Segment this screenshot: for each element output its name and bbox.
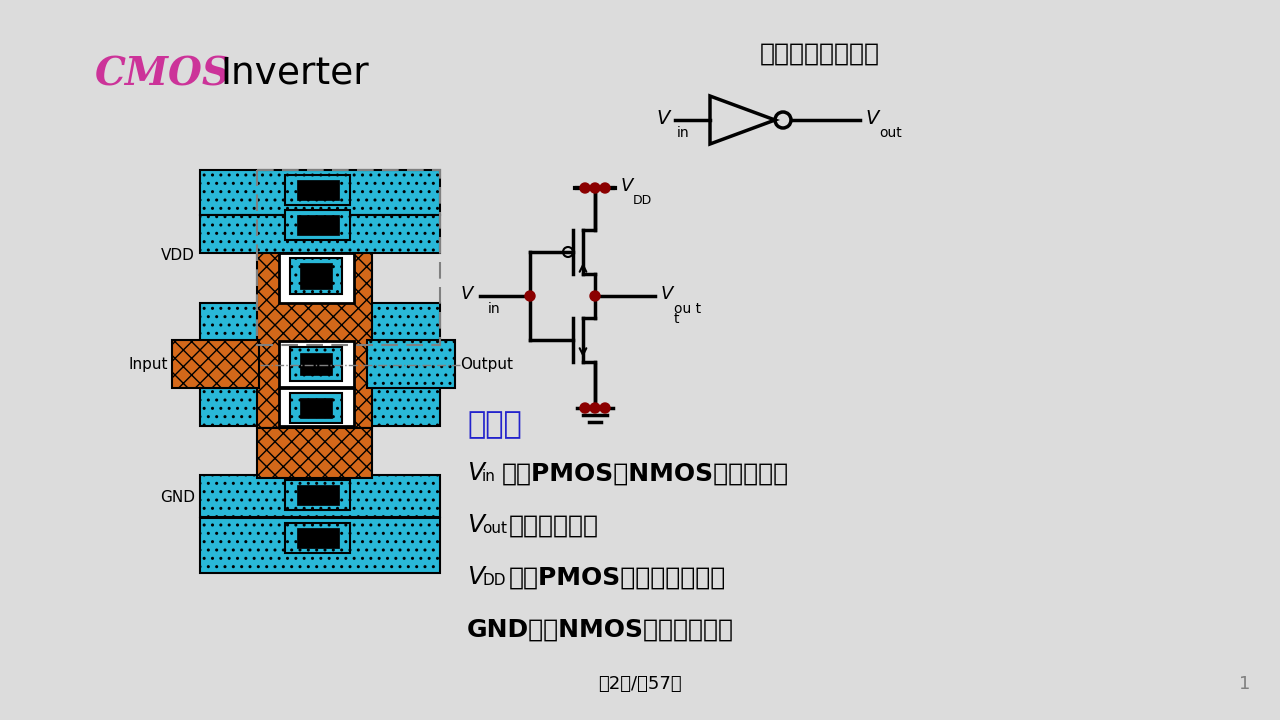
Circle shape — [590, 403, 600, 413]
Text: $V$: $V$ — [865, 110, 882, 128]
Text: GND作为NMOS的源极和体端: GND作为NMOS的源极和体端 — [467, 618, 733, 642]
Text: Output: Output — [460, 358, 513, 372]
Text: t: t — [675, 312, 680, 326]
Bar — [291, 258, 342, 294]
Text: in: in — [677, 126, 690, 140]
Text: $V$: $V$ — [655, 110, 672, 128]
Text: $V$: $V$ — [460, 285, 475, 303]
Bar — [300, 398, 332, 418]
Bar — [257, 253, 372, 428]
Bar — [200, 388, 440, 426]
Text: $V$: $V$ — [660, 285, 676, 303]
Bar — [291, 347, 342, 381]
Text: $V$: $V$ — [467, 462, 488, 485]
Bar — [172, 340, 259, 388]
Text: in: in — [483, 469, 495, 484]
Bar — [300, 263, 332, 289]
Bar — [200, 475, 440, 517]
Bar — [257, 428, 372, 478]
Text: out: out — [483, 521, 507, 536]
Text: $V$: $V$ — [467, 514, 488, 537]
Text: $V$: $V$ — [620, 177, 635, 195]
Bar — [297, 180, 339, 200]
Bar — [200, 518, 440, 573]
Text: DD: DD — [483, 573, 506, 588]
Text: DD: DD — [634, 194, 653, 207]
Text: 1: 1 — [1239, 675, 1251, 693]
Circle shape — [580, 403, 590, 413]
Text: 第2页/共57页: 第2页/共57页 — [598, 675, 682, 693]
Bar — [291, 393, 342, 423]
Bar — [297, 215, 339, 235]
Text: Input: Input — [128, 358, 168, 372]
Bar — [279, 341, 355, 387]
Bar — [279, 388, 355, 426]
Bar — [367, 340, 454, 388]
Bar — [279, 253, 355, 303]
Bar — [257, 170, 440, 345]
Circle shape — [600, 183, 611, 193]
Circle shape — [580, 183, 590, 193]
Bar — [200, 303, 440, 341]
Bar — [285, 175, 349, 205]
Text: 作为PMOS的源极和体端；: 作为PMOS的源极和体端； — [509, 566, 726, 590]
Text: 反相器的逻辑符号: 反相器的逻辑符号 — [760, 42, 881, 66]
Text: VDD: VDD — [161, 248, 195, 263]
Text: 特点：: 特点： — [467, 410, 522, 439]
Text: out: out — [879, 126, 901, 140]
Text: 作为PMOS和NMOS的共栅极；: 作为PMOS和NMOS的共栅极； — [502, 462, 790, 486]
Bar — [300, 353, 332, 375]
Circle shape — [590, 183, 600, 193]
Circle shape — [600, 403, 611, 413]
Text: CMOS: CMOS — [95, 55, 230, 93]
Text: $V$: $V$ — [467, 566, 488, 589]
Text: in: in — [488, 302, 500, 316]
Text: 作为共漏极；: 作为共漏极； — [509, 514, 599, 538]
Bar — [285, 523, 349, 553]
Bar — [285, 210, 349, 240]
Circle shape — [590, 291, 600, 301]
Circle shape — [525, 291, 535, 301]
Bar — [285, 480, 349, 510]
Bar — [200, 215, 440, 253]
Text: ou t: ou t — [675, 302, 701, 316]
Text: GND: GND — [160, 490, 195, 505]
Bar — [297, 485, 339, 505]
Bar — [297, 528, 339, 548]
Text: Inverter: Inverter — [220, 55, 369, 91]
Bar — [200, 170, 440, 215]
